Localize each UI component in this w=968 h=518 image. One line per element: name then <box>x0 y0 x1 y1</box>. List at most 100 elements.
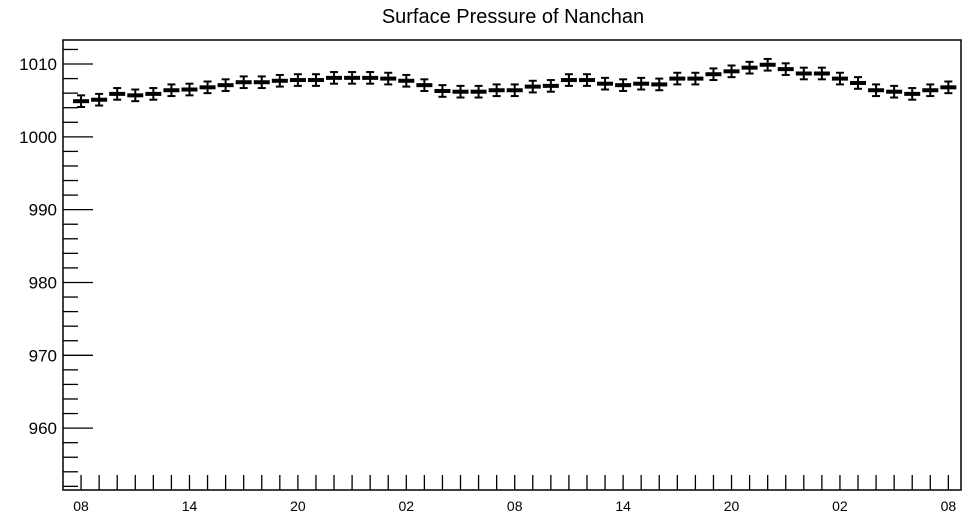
point-marker <box>91 97 108 102</box>
data-point <box>813 66 830 81</box>
point-marker <box>380 76 397 81</box>
point-marker <box>127 93 144 98</box>
data-point <box>578 73 595 87</box>
data-point <box>127 88 144 103</box>
data-points <box>73 57 957 108</box>
point-marker <box>271 78 288 83</box>
x-axis: 08 14 20 02 08 14 20 02 08 <box>73 475 956 514</box>
data-point <box>416 78 433 92</box>
x-tick-label: 08 <box>73 498 89 514</box>
point-marker <box>741 65 758 70</box>
point-marker <box>904 91 921 96</box>
data-point <box>741 60 758 75</box>
point-marker <box>813 71 830 76</box>
data-point <box>597 76 614 91</box>
x-tick-label: 14 <box>182 498 198 514</box>
data-point <box>398 73 415 88</box>
point-marker <box>669 76 686 81</box>
data-point <box>705 67 722 82</box>
point-marker <box>687 76 704 81</box>
point-marker <box>922 88 939 93</box>
data-point <box>940 80 957 95</box>
point-marker <box>181 87 198 92</box>
data-point <box>633 76 650 91</box>
point-marker <box>850 80 867 85</box>
point-marker <box>759 62 776 67</box>
point-marker <box>217 83 234 88</box>
data-point <box>506 83 523 98</box>
data-point <box>470 84 487 99</box>
y-tick-label: 990 <box>29 201 57 220</box>
point-marker <box>578 78 595 83</box>
point-marker <box>868 88 885 93</box>
data-point <box>723 64 740 79</box>
data-point <box>868 83 885 98</box>
point-marker <box>542 83 559 88</box>
y-tick-label: 970 <box>29 346 57 365</box>
point-marker <box>199 85 216 90</box>
x-tick-label: 02 <box>399 498 415 514</box>
y-tick-label: 980 <box>29 273 57 292</box>
point-marker <box>597 81 614 86</box>
point-marker <box>560 78 577 83</box>
point-marker <box>109 91 126 96</box>
point-marker <box>416 83 433 88</box>
data-point <box>542 79 559 93</box>
x-tick-label: 20 <box>290 498 306 514</box>
data-point <box>615 78 632 92</box>
point-marker <box>163 88 180 93</box>
y-tick-label: 960 <box>29 419 57 438</box>
point-marker <box>235 80 252 85</box>
point-marker <box>795 71 812 76</box>
point-marker <box>705 72 722 77</box>
point-marker <box>615 83 632 88</box>
data-point <box>163 83 180 98</box>
x-tick-label: 08 <box>507 498 523 514</box>
x-tick-label: 14 <box>615 498 631 514</box>
data-point <box>850 76 867 90</box>
point-marker <box>434 88 451 93</box>
data-point <box>181 82 198 97</box>
data-point <box>831 71 848 86</box>
point-marker <box>633 81 650 86</box>
data-point <box>109 87 126 101</box>
data-point <box>253 75 270 90</box>
point-marker <box>145 91 162 96</box>
data-point <box>307 73 324 87</box>
data-point <box>73 94 90 108</box>
data-point <box>759 57 776 72</box>
data-point <box>271 73 288 88</box>
data-point <box>904 87 921 101</box>
data-point <box>289 73 306 87</box>
point-marker <box>362 75 379 80</box>
y-axis: 960 970 980 990 1000 1010 <box>19 48 93 488</box>
point-marker <box>452 89 469 94</box>
point-marker <box>524 84 541 89</box>
data-point <box>362 71 379 85</box>
point-marker <box>488 88 505 93</box>
point-marker <box>831 76 848 81</box>
y-tick-label: 1010 <box>19 55 57 74</box>
data-point <box>795 66 812 81</box>
x-tick-label: 02 <box>832 498 848 514</box>
data-point <box>145 87 162 101</box>
data-point <box>524 79 541 94</box>
data-point <box>91 92 108 107</box>
point-marker <box>253 80 270 85</box>
data-point <box>922 83 939 98</box>
point-marker <box>651 82 668 87</box>
data-point <box>669 71 686 86</box>
point-marker <box>506 88 523 93</box>
data-point <box>651 77 668 92</box>
data-point <box>777 62 794 76</box>
data-point <box>488 83 505 98</box>
data-point <box>452 84 469 99</box>
point-marker <box>470 89 487 94</box>
data-point <box>199 80 216 95</box>
data-point <box>217 78 234 92</box>
data-point <box>235 75 252 90</box>
point-marker <box>940 85 957 90</box>
y-tick-label: 1000 <box>19 128 57 147</box>
data-point <box>434 84 451 98</box>
